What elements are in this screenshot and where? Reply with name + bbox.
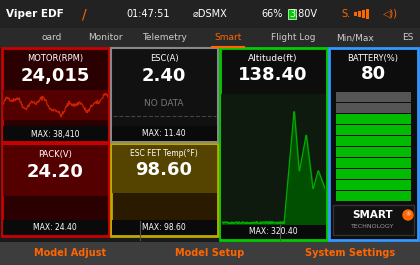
Text: Flight Log: Flight Log	[271, 33, 315, 42]
Bar	[362, 10, 365, 18]
Bar	[333, 205, 414, 235]
Bar	[221, 224, 326, 239]
Bar	[336, 169, 411, 179]
Text: Altitude(ft): Altitude(ft)	[248, 54, 298, 63]
Bar	[0, 242, 420, 265]
Text: Model Adjust: Model Adjust	[34, 249, 106, 258]
Text: Min/Max: Min/Max	[336, 33, 374, 42]
Bar	[336, 158, 411, 167]
Bar	[3, 145, 108, 196]
Text: 24,015: 24,015	[20, 67, 90, 85]
Text: SMART: SMART	[353, 210, 393, 220]
Bar	[112, 126, 217, 141]
Bar	[288, 9, 296, 19]
Bar	[3, 90, 108, 120]
Text: Smart: Smart	[214, 33, 242, 42]
Bar	[3, 126, 108, 141]
Bar	[0, 28, 420, 48]
Text: Model Setup: Model Setup	[176, 249, 244, 258]
Bar	[354, 12, 357, 16]
Bar	[111, 144, 218, 236]
Text: 138.40: 138.40	[238, 66, 308, 84]
Text: MAX: 38,410: MAX: 38,410	[31, 130, 79, 139]
Bar	[336, 114, 411, 123]
Text: PACK(V): PACK(V)	[38, 149, 72, 158]
Text: 3.80V: 3.80V	[289, 9, 317, 19]
Text: 2.40: 2.40	[142, 67, 186, 85]
Bar	[2, 144, 109, 236]
Text: MAX: 11.40: MAX: 11.40	[142, 130, 186, 139]
Bar	[358, 11, 361, 17]
Text: MOTOR(RPM): MOTOR(RPM)	[27, 54, 83, 63]
Bar	[336, 147, 411, 157]
Text: Viper EDF: Viper EDF	[6, 9, 64, 19]
Text: ◁)): ◁))	[383, 9, 397, 19]
Bar	[336, 103, 411, 113]
Text: TECHNOLOGY: TECHNOLOGY	[351, 224, 395, 229]
Text: 66%: 66%	[261, 9, 283, 19]
Bar	[366, 9, 369, 19]
Bar	[336, 92, 411, 101]
Text: MAX: 24.40: MAX: 24.40	[33, 223, 77, 232]
Text: MAX: 320.40: MAX: 320.40	[249, 227, 297, 236]
Bar	[336, 136, 411, 145]
Bar	[221, 94, 326, 224]
Bar	[2, 48, 109, 142]
Bar	[329, 48, 418, 240]
Circle shape	[403, 210, 413, 220]
Bar	[112, 220, 217, 235]
Text: NO DATA: NO DATA	[144, 99, 184, 108]
Bar	[336, 180, 411, 189]
Bar	[3, 220, 108, 235]
Text: ®: ®	[405, 213, 411, 218]
Text: S.: S.	[341, 9, 351, 19]
Text: System Settings: System Settings	[305, 249, 395, 258]
Text: Telemetry: Telemetry	[142, 33, 187, 42]
Text: 24.20: 24.20	[26, 163, 84, 181]
Text: BATTERY(%): BATTERY(%)	[347, 54, 399, 63]
Bar	[0, 0, 420, 28]
Text: MAX: 98.60: MAX: 98.60	[142, 223, 186, 232]
Text: /: /	[82, 7, 87, 21]
Text: oard: oard	[42, 33, 62, 42]
Text: ESC FET Temp(°F): ESC FET Temp(°F)	[130, 149, 198, 158]
Text: ⌀DSMX: ⌀DSMX	[193, 9, 227, 19]
Bar	[111, 48, 218, 142]
Text: Monitor: Monitor	[88, 33, 122, 42]
Text: 01:47:51: 01:47:51	[126, 9, 170, 19]
Text: 98.60: 98.60	[136, 161, 192, 179]
Bar	[336, 191, 411, 201]
Bar	[336, 125, 411, 135]
Text: ESC(A): ESC(A)	[150, 54, 178, 63]
Bar	[112, 145, 217, 193]
Bar	[220, 48, 327, 240]
Text: 80: 80	[360, 65, 386, 83]
Text: ES: ES	[402, 33, 414, 42]
